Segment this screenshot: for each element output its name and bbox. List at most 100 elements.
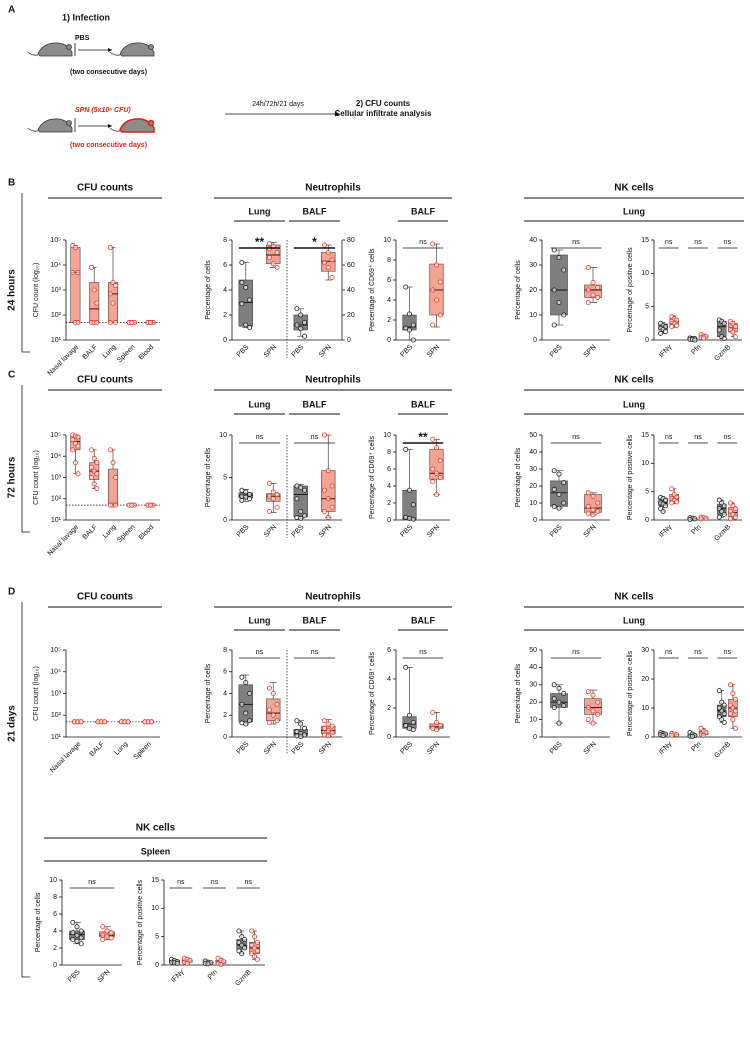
data-point — [113, 474, 119, 480]
group-subtitle: Lung — [623, 615, 645, 625]
data-point — [298, 515, 304, 521]
data-point — [556, 491, 562, 497]
data-point — [254, 956, 260, 962]
y2-tick-label: 0 — [347, 337, 351, 344]
y-tick-label: 6 — [223, 262, 227, 269]
data-point — [325, 514, 331, 520]
data-point — [91, 287, 97, 293]
data-point — [433, 720, 439, 726]
data-point — [585, 264, 591, 270]
data-point — [433, 262, 439, 268]
box — [550, 254, 568, 316]
y-tick-label: 6 — [387, 466, 391, 473]
data-point — [266, 685, 272, 691]
data-point — [221, 959, 227, 965]
y-tick-label: 30 — [641, 647, 649, 654]
x-tick-label: IFNγ — [170, 968, 186, 984]
data-point — [321, 242, 327, 248]
y-tick-label: 10 — [641, 460, 649, 467]
data-point — [590, 512, 596, 518]
y-tick-label: 8 — [223, 647, 227, 654]
mouse-icon — [27, 42, 73, 57]
y-axis-label: Percentage of cells — [515, 447, 522, 507]
data-point — [266, 707, 272, 713]
data-point — [590, 692, 596, 698]
panel-subtitle: BALF — [411, 206, 435, 216]
data-point — [266, 246, 272, 252]
y-tick-label: 10³ — [51, 690, 62, 697]
x-tick-label: PBS — [236, 344, 251, 359]
x-tick-label: SPN — [263, 741, 278, 756]
y-tick-label: 5 — [155, 934, 159, 941]
data-point — [732, 514, 738, 520]
group-title: NK cells — [136, 823, 176, 834]
x-tick-label: Spleen — [116, 524, 136, 544]
y-tick-label: 40 — [529, 664, 537, 671]
data-point — [247, 496, 253, 502]
y-tick-label: 6 — [223, 669, 227, 676]
significance: * — [312, 235, 317, 249]
data-point — [329, 257, 335, 263]
y-tick-label: 4 — [387, 297, 391, 304]
data-point — [556, 254, 562, 260]
data-point — [91, 481, 97, 487]
significance: ns — [572, 239, 580, 246]
x-tick-label: Pfn — [690, 741, 702, 753]
data-point — [703, 515, 709, 521]
data-point — [410, 322, 416, 328]
arrowhead — [108, 48, 112, 52]
data-point — [298, 326, 304, 332]
data-point — [692, 337, 698, 343]
data-point — [107, 245, 113, 251]
data-point — [325, 468, 331, 474]
data-point — [721, 511, 727, 517]
data-point — [692, 516, 698, 522]
step-label: 1) Infection — [62, 12, 110, 22]
data-point — [298, 721, 304, 727]
data-point — [110, 460, 116, 466]
timepoints: 24h/72h/21 days — [252, 101, 304, 108]
data-point — [669, 732, 675, 738]
data-point — [732, 725, 738, 731]
data-point — [70, 437, 76, 443]
y-tick-label: 4 — [387, 676, 391, 683]
data-point — [239, 279, 245, 285]
y-tick-label: 0 — [645, 517, 649, 524]
data-point — [302, 725, 308, 731]
data-point — [302, 513, 308, 519]
data-point — [556, 471, 562, 477]
data-point — [247, 491, 253, 497]
data-point — [72, 460, 78, 466]
data-point — [595, 284, 601, 290]
data-point — [732, 506, 738, 512]
y-tick-label: 0 — [223, 337, 227, 344]
time-label: 24 hours — [7, 269, 18, 311]
y-axis-label: Percentage of cells — [205, 663, 212, 723]
data-point — [294, 306, 300, 312]
data-point — [302, 319, 308, 325]
data-point — [298, 485, 304, 491]
data-point — [660, 508, 666, 514]
x-tick-label: SPN — [583, 524, 598, 539]
group-subtitle: Lung — [623, 399, 645, 409]
data-point — [556, 299, 562, 305]
data-point — [721, 702, 727, 708]
data-point — [663, 503, 669, 509]
data-point — [551, 704, 557, 710]
data-point — [585, 490, 591, 496]
data-point — [669, 500, 675, 506]
x-tick-label: GzmB — [713, 741, 732, 760]
y-axis-label: Percentage of positive cells — [627, 247, 634, 333]
group-title: NK cells — [614, 375, 654, 386]
data-point — [403, 446, 409, 452]
data-point — [561, 703, 567, 709]
data-point — [721, 503, 727, 509]
x-tick-label: GzmB — [713, 344, 732, 363]
y-tick-label: 10 — [151, 905, 159, 912]
data-point — [674, 322, 680, 328]
x-tick-label: Nasal lavage — [47, 524, 81, 558]
data-point — [249, 942, 255, 948]
y-tick-label: 10 — [641, 270, 649, 277]
data-point — [247, 718, 253, 724]
data-point — [107, 502, 113, 508]
